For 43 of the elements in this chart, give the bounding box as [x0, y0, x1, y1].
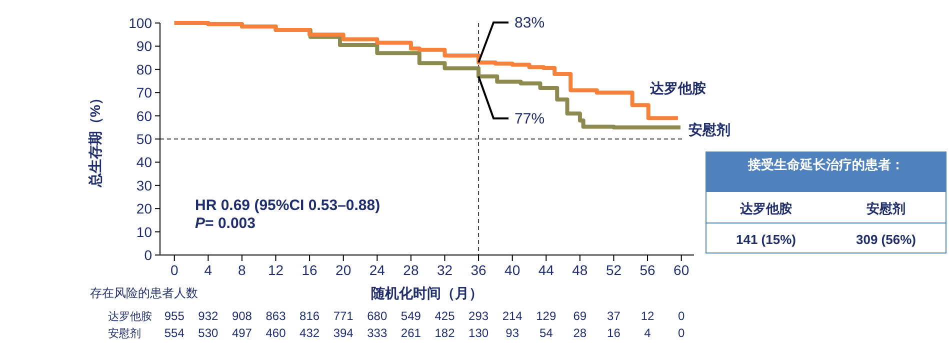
text: 309 (56%) — [856, 232, 916, 247]
y-tick-label: 90 — [136, 38, 152, 54]
text: 141 (15%) — [736, 232, 796, 247]
x-tick-label: 28 — [403, 262, 419, 278]
y-tick-label: 70 — [136, 84, 152, 101]
x-tick-label: 20 — [336, 262, 352, 278]
x-tick-label: 36 — [470, 262, 487, 278]
y-tick-label: 60 — [136, 108, 152, 124]
x-tick-label: 48 — [572, 262, 588, 278]
annotation: 83% — [514, 14, 545, 32]
x-axis-title: 随机化时间（月） — [371, 285, 483, 301]
x-tick-label: 8 — [238, 262, 246, 278]
x-tick-label: 12 — [268, 262, 284, 278]
y-tick-label: 20 — [136, 200, 152, 217]
y-tick-label: 80 — [136, 61, 152, 78]
series-label: 安慰剂 — [688, 121, 730, 138]
y-tick-label: 0 — [144, 247, 152, 263]
x-tick-label: 52 — [606, 262, 622, 278]
annotation: 77% — [514, 110, 545, 128]
category-label: 安慰剂 — [866, 201, 906, 216]
annotation: P= 0.003 — [195, 215, 256, 232]
x-tick-label: 4 — [204, 262, 212, 278]
annotation: HR 0.69 (95%CI 0.53–0.88) — [195, 197, 380, 214]
x-tick-label: 60 — [674, 262, 690, 278]
category-label: 达罗他胺 — [739, 201, 792, 216]
x-tick-label: 16 — [302, 262, 318, 278]
x-tick-label: 40 — [504, 262, 520, 278]
x-tick-label: 56 — [640, 262, 656, 278]
y-tick-label: 100 — [128, 15, 152, 31]
y-tick-label: 30 — [136, 177, 152, 194]
y-tick-label: 10 — [136, 224, 152, 240]
y-tick-label: 40 — [136, 154, 152, 170]
y-axis-title: 总生存期（%） — [87, 90, 103, 188]
text: 安慰剂 554 530 497 460 432 394 333 261 182 130 93 54 28 16 4 0 — [108, 326, 685, 340]
x-tick-label: 24 — [369, 262, 386, 278]
series-label: 达罗他胺 — [648, 80, 706, 96]
text: 达罗他胺 955 932 908 863 816 771 680 549 425 293 214 129 69 37 12 0 — [108, 309, 685, 323]
x-tick-label: 0 — [170, 262, 178, 278]
y-tick-label: 50 — [136, 131, 152, 147]
text: 接受生命延长治疗的患者： — [747, 157, 904, 172]
x-tick-label: 32 — [436, 262, 453, 278]
x-tick-label: 44 — [538, 262, 554, 278]
text: 存在风险的患者人数 — [90, 286, 198, 300]
